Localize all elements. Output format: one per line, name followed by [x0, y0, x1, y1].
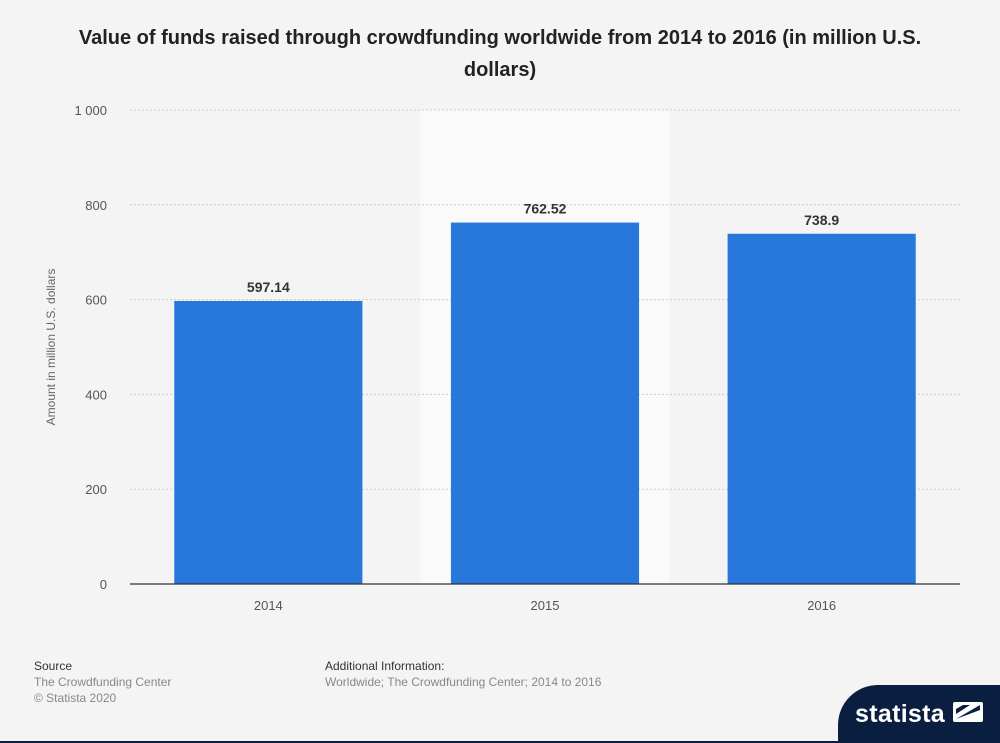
bottom-rule [0, 741, 1000, 743]
data-label-2015: 762.52 [524, 201, 567, 217]
bar-2015 [450, 222, 640, 584]
x-tick-label-2015: 2015 [531, 598, 560, 613]
y-axis-title: Amount in million U.S. dollars [44, 269, 58, 426]
source-name: The Crowdfunding Center [34, 675, 172, 689]
x-tick-label-2014: 2014 [254, 598, 283, 613]
copyright-text: © Statista 2020 [34, 691, 117, 705]
y-tick-label: 600 [85, 293, 107, 308]
y-tick-label: 200 [85, 482, 107, 497]
data-label-2014: 597.14 [247, 279, 290, 295]
statista-icon [952, 701, 983, 727]
source-block: Source The Crowdfunding Center © Statist… [34, 658, 171, 706]
data-label-2016: 738.9 [804, 212, 839, 228]
brand-name: statista [855, 699, 945, 728]
y-tick-label: 0 [100, 577, 107, 592]
chart-title: Value of funds raised through crowdfundi… [78, 27, 922, 81]
info-heading: Additional Information: [325, 659, 445, 673]
y-tick-label: 400 [85, 387, 107, 402]
bar-chart: 0 200 400 600 800 1 000 Amount in million U.S.… [44, 103, 960, 613]
bar-2016 [727, 233, 916, 584]
info-text: Worldwide; The Crowdfunding Center; 2014… [325, 675, 602, 689]
y-tick-label: 1 000 [74, 103, 107, 118]
bar-2014 [174, 300, 363, 584]
statista-logo: statista [838, 685, 1000, 743]
additional-info-block: Additional Information: Worldwide; The C… [325, 658, 601, 690]
y-tick-label: 800 [85, 198, 107, 213]
source-heading: Source [34, 659, 73, 673]
x-tick-label-2016: 2016 [807, 598, 836, 613]
